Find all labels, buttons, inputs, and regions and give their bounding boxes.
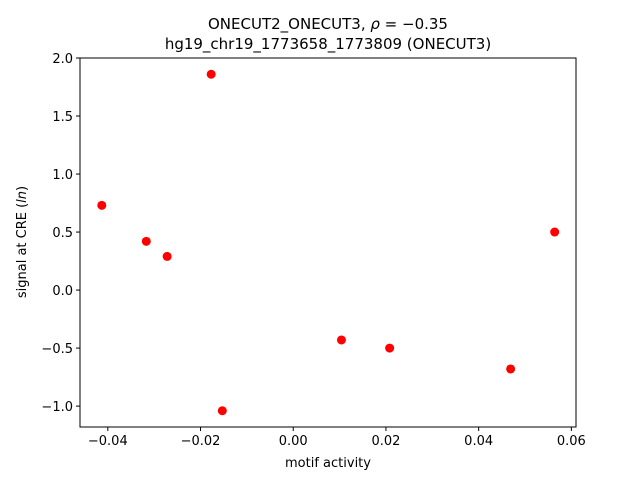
data-point: [141, 236, 151, 246]
x-tick-label: 0.00: [279, 434, 308, 449]
x-tick-label: −0.02: [181, 434, 221, 449]
plot-area-frame: [79, 57, 577, 428]
y-axis-ticks: −1.0 −0.5 0.0 0.5 1.0 1.5 2.0: [41, 52, 80, 415]
x-tick-label: 0.06: [557, 434, 586, 449]
data-point: [336, 335, 346, 345]
data-point: [206, 69, 216, 79]
x-tick-label: 0.02: [371, 434, 400, 449]
y-tick-label: −0.5: [41, 342, 73, 357]
data-point: [385, 343, 395, 353]
data-point: [162, 251, 172, 261]
y-tick-label: 2.0: [52, 52, 73, 67]
x-tick-label: 0.04: [464, 434, 493, 449]
data-points: [97, 69, 560, 416]
chart-title-line2: hg19_chr19_1773658_1773809 (ONECUT3): [165, 35, 491, 54]
chart-title-line1: ONECUT2_ONECUT3, ρ = −0.35: [208, 15, 448, 34]
x-axis-ticks: −0.04 −0.02 0.00 0.02 0.04 0.06: [88, 427, 586, 449]
y-axis-label: signal at CRE (ln): [15, 186, 30, 298]
y-tick-label: 1.5: [52, 110, 73, 125]
data-point: [217, 406, 227, 416]
data-point: [506, 364, 516, 374]
data-point: [550, 227, 560, 237]
x-tick-label: −0.04: [88, 434, 128, 449]
y-tick-label: 1.0: [52, 168, 73, 183]
x-axis-label: motif activity: [285, 456, 371, 471]
y-tick-label: −1.0: [41, 400, 73, 415]
data-point: [97, 200, 107, 210]
y-tick-label: 0.5: [52, 226, 73, 241]
y-tick-label: 0.0: [52, 284, 73, 299]
